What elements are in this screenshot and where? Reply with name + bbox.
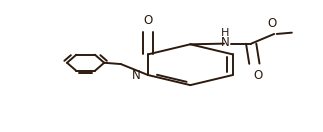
Text: O: O <box>253 69 262 82</box>
Text: N: N <box>221 37 230 50</box>
Text: O: O <box>267 17 276 30</box>
Text: O: O <box>143 14 153 27</box>
Text: H: H <box>221 28 229 38</box>
Text: N: N <box>132 69 141 82</box>
